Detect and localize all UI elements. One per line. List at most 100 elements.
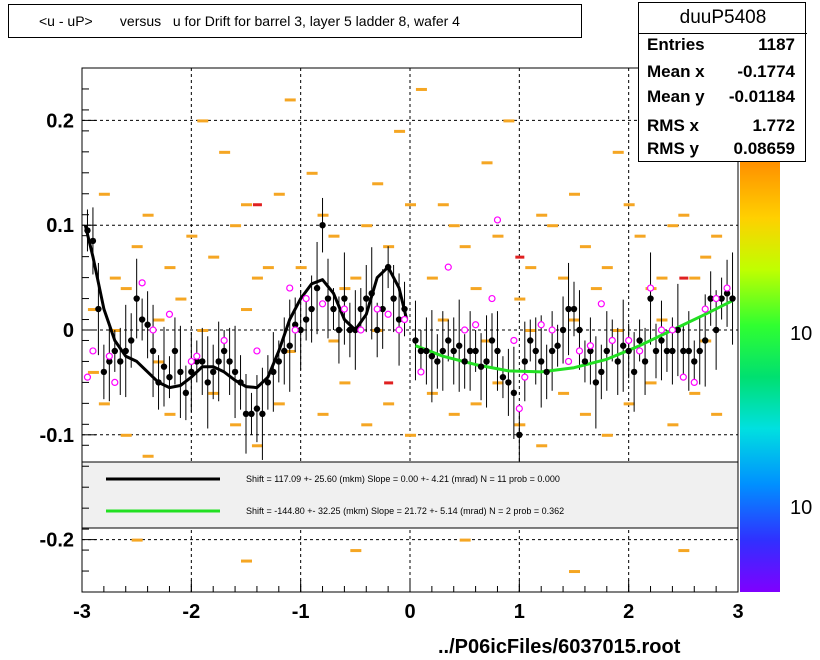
profile-point (548, 347, 556, 355)
profile-point (210, 368, 217, 376)
profile-point (685, 347, 692, 355)
comparison-point (646, 284, 655, 292)
profile-point (281, 347, 288, 355)
histogram-cell (601, 266, 613, 270)
stat-mean-x-label: Mean x (647, 62, 705, 81)
profile-point (193, 358, 200, 365)
plot-title: <u - uP> versus u for Drift for barrel 3… (39, 13, 460, 29)
x-tick-label: -1 (292, 601, 310, 623)
histogram-cell (273, 402, 285, 406)
histogram-cell (405, 433, 416, 437)
histogram-cell (514, 297, 526, 301)
histogram-cell (711, 412, 723, 416)
profile-point (122, 347, 129, 355)
profile-point (374, 326, 381, 334)
profile-point (363, 295, 370, 302)
histogram-cell (667, 423, 679, 427)
profile-point (188, 368, 195, 376)
profile-points (84, 222, 736, 438)
legend-box (81, 461, 739, 529)
profile-point (395, 316, 403, 323)
profile-point (581, 358, 589, 365)
comparison-point (510, 336, 518, 345)
histogram-cell (219, 150, 231, 154)
comparison-point (690, 378, 698, 386)
profile-point (532, 347, 539, 355)
comparison-point (625, 336, 633, 345)
histogram-cell (350, 276, 362, 280)
profile-point (335, 326, 343, 334)
histogram-cell-high (679, 276, 689, 280)
profile-point (324, 295, 332, 302)
histogram-cell (295, 266, 307, 270)
histogram-cell (536, 444, 548, 448)
histogram-cell (98, 402, 110, 406)
profile-point (625, 347, 632, 355)
x-tick-label: -3 (73, 601, 91, 623)
color-scale-label-lower: 10 (790, 497, 812, 519)
profile-point (155, 379, 162, 386)
histogram-cell (569, 192, 580, 196)
histogram-cell (350, 549, 362, 553)
profile-point (592, 379, 600, 386)
y-tick-label: 0.1 (46, 215, 74, 237)
stats-histogram-name: duuP5408 (679, 7, 767, 28)
profile-point (570, 305, 578, 313)
profile-point (636, 337, 643, 344)
histogram-cell (470, 402, 482, 406)
color-scale-bar (740, 162, 780, 592)
histogram-cell (634, 234, 646, 238)
histogram-cell (558, 391, 570, 395)
histogram-cell (208, 255, 220, 259)
y-tick-label: 0.2 (46, 110, 74, 132)
histogram-cell (503, 119, 515, 123)
legend-entry-green: Shift = -144.80 +- 32.25 (mkm) Slope = 2… (246, 506, 564, 516)
profile-point (483, 358, 490, 365)
profile-point (182, 389, 190, 397)
histogram-cell (142, 213, 154, 217)
profile-point (357, 305, 364, 313)
profile-point (215, 358, 222, 365)
histogram-cell (689, 276, 701, 280)
histogram-cell (579, 245, 591, 249)
profile-point (379, 305, 386, 313)
histogram-cell (656, 276, 668, 280)
histogram-cell (306, 171, 318, 175)
histogram-cell (448, 412, 460, 416)
profile-point (128, 337, 135, 344)
histogram-cell (230, 423, 242, 427)
profile-point (297, 326, 304, 334)
histogram-cell (273, 192, 285, 196)
profile-point (160, 363, 168, 370)
profile-point (292, 321, 299, 328)
comparison-point (597, 300, 605, 308)
histogram-cell (241, 203, 252, 207)
stat-mean-y-label: Mean y (647, 87, 705, 106)
profile-point (423, 347, 430, 355)
profile-point (242, 410, 250, 418)
color-scale-label-upper: 10 (790, 323, 812, 345)
histogram-cell (339, 381, 351, 385)
histogram-cell (131, 538, 143, 542)
histogram-cell (175, 297, 187, 301)
histogram-cell (448, 224, 460, 228)
histogram-cell (164, 266, 176, 270)
histogram-cell-high (252, 203, 262, 207)
profile-point (384, 263, 392, 271)
profile-point (231, 368, 239, 376)
profile-point (352, 326, 359, 334)
profile-point (723, 290, 731, 297)
comparison-point (291, 326, 299, 334)
profile-point (702, 337, 709, 344)
profile-point (718, 295, 725, 302)
stat-entries-value: 1187 (758, 35, 795, 54)
comparison-point (444, 263, 452, 271)
histogram-cell (437, 203, 449, 207)
histogram-cell (361, 423, 373, 427)
profile-point (559, 326, 567, 334)
legend-entry-black: Shift = 117.09 +- 25.60 (mkm) Slope = 0.… (246, 474, 560, 484)
profile-point (729, 295, 736, 302)
profile-point (89, 237, 97, 245)
histogram-cell (328, 234, 340, 238)
histogram-cell (284, 98, 296, 102)
